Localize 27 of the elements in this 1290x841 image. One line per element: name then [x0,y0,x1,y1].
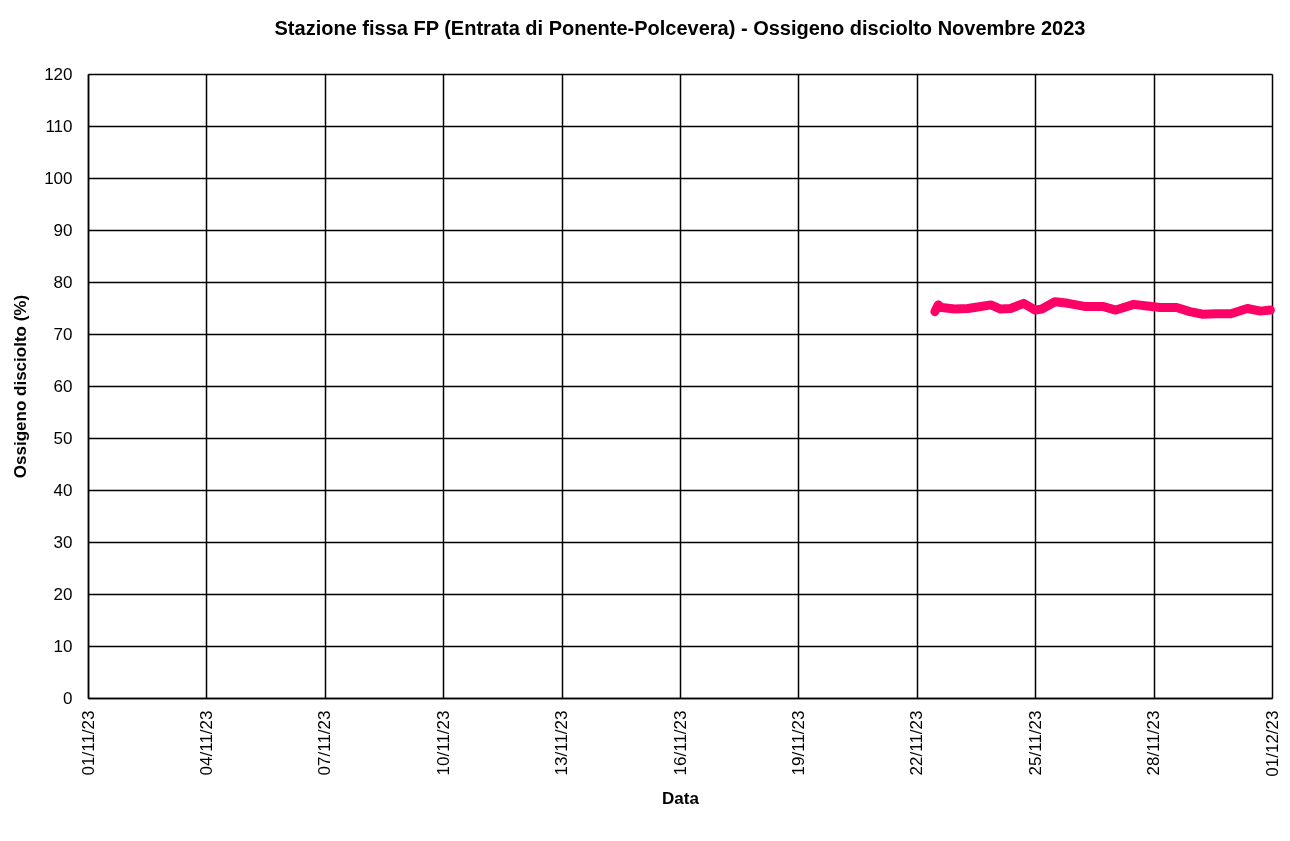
x-tick-label: 01/12/23 [1262,710,1282,777]
y-tick-label: 90 [53,220,73,240]
x-tick-label: 01/11/23 [78,710,98,776]
x-tick-label: 16/11/23 [670,710,690,776]
y-tick-label: 60 [53,376,73,396]
y-tick-label: 100 [44,168,73,188]
chart-title: Stazione fissa FP (Entrata di Ponente-Polcevera) - Ossigeno disciolto Novembre 2023 [274,17,1086,39]
y-tick-label: 30 [53,532,73,552]
y-tick-label: 80 [53,272,73,292]
y-tick-label: 50 [53,428,73,448]
x-tick-label: 04/11/23 [196,710,216,776]
x-tick-label: 07/11/23 [315,710,335,776]
x-tick-label: 25/11/23 [1025,710,1045,776]
x-tick-label: 22/11/23 [907,710,927,776]
x-tick-label: 28/11/23 [1144,710,1164,776]
y-tick-label: 70 [53,324,73,344]
x-tick-label: 13/11/23 [552,710,572,776]
x-axis-title: Data [662,788,700,808]
y-tick-label: 120 [44,64,73,84]
y-tick-label: 10 [53,636,73,656]
x-tick-label: 19/11/23 [788,710,808,776]
y-tick-label: 0 [63,688,73,708]
x-tick-label: 10/11/23 [433,710,453,776]
y-tick-label: 40 [53,480,73,500]
y-tick-label: 20 [53,584,73,604]
y-tick-label: 110 [45,116,73,136]
y-axis-title: Ossigeno disciolto (%) [11,294,31,479]
